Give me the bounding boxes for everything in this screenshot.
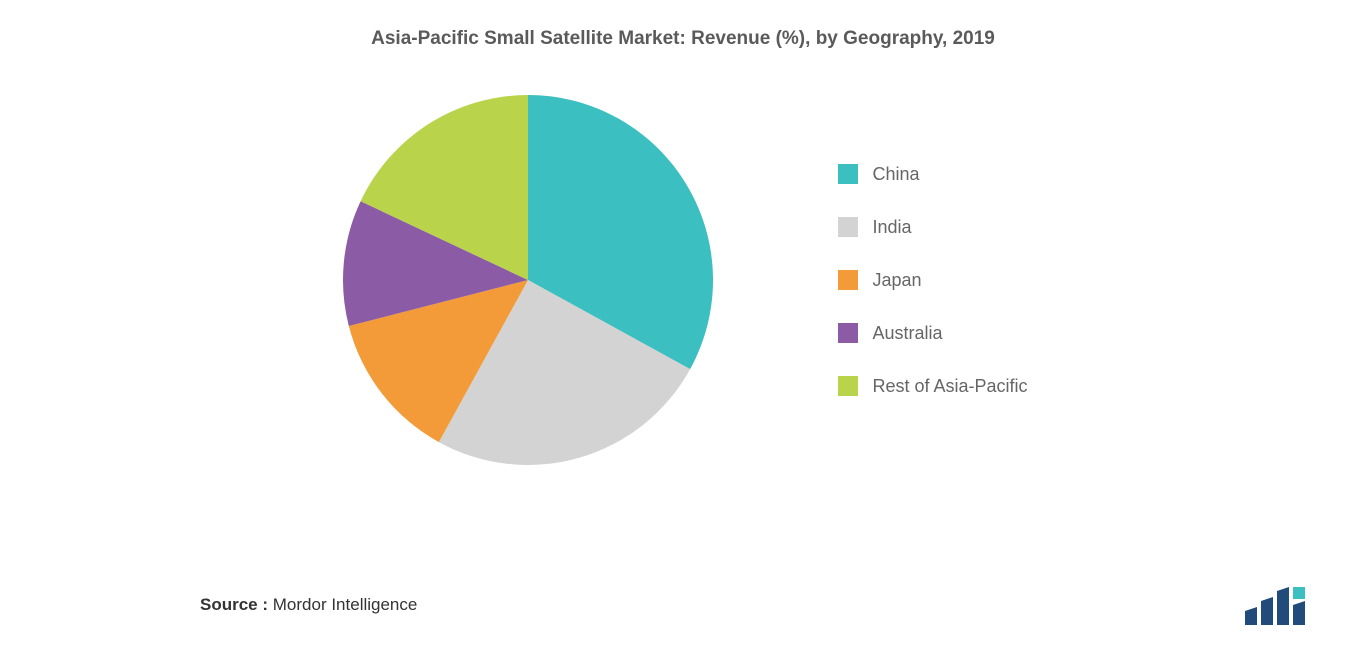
- legend-label: Rest of Asia-Pacific: [872, 376, 1027, 397]
- legend-label: China: [872, 164, 919, 185]
- legend-item-3: Australia: [838, 323, 1027, 344]
- source-value: Mordor Intelligence: [273, 595, 418, 614]
- legend-item-2: Japan: [838, 270, 1027, 291]
- pie-chart: [338, 90, 718, 470]
- legend: China India Japan Australia Rest of Asia-Pac…: [838, 164, 1027, 397]
- legend-swatch: [838, 323, 858, 343]
- source-citation: Source : Mordor Intelligence: [200, 595, 417, 615]
- legend-swatch: [838, 217, 858, 237]
- legend-swatch: [838, 164, 858, 184]
- chart-area: China India Japan Australia Rest of Asia-Pac…: [0, 90, 1366, 470]
- chart-title: Asia-Pacific Small Satellite Market: Rev…: [0, 0, 1366, 50]
- legend-label: Japan: [872, 270, 921, 291]
- legend-item-4: Rest of Asia-Pacific: [838, 376, 1027, 397]
- mordor-logo: [1243, 585, 1311, 625]
- legend-item-1: India: [838, 217, 1027, 238]
- legend-item-0: China: [838, 164, 1027, 185]
- legend-swatch: [838, 270, 858, 290]
- legend-swatch: [838, 376, 858, 396]
- legend-label: Australia: [872, 323, 942, 344]
- legend-label: India: [872, 217, 911, 238]
- source-label: Source :: [200, 595, 268, 614]
